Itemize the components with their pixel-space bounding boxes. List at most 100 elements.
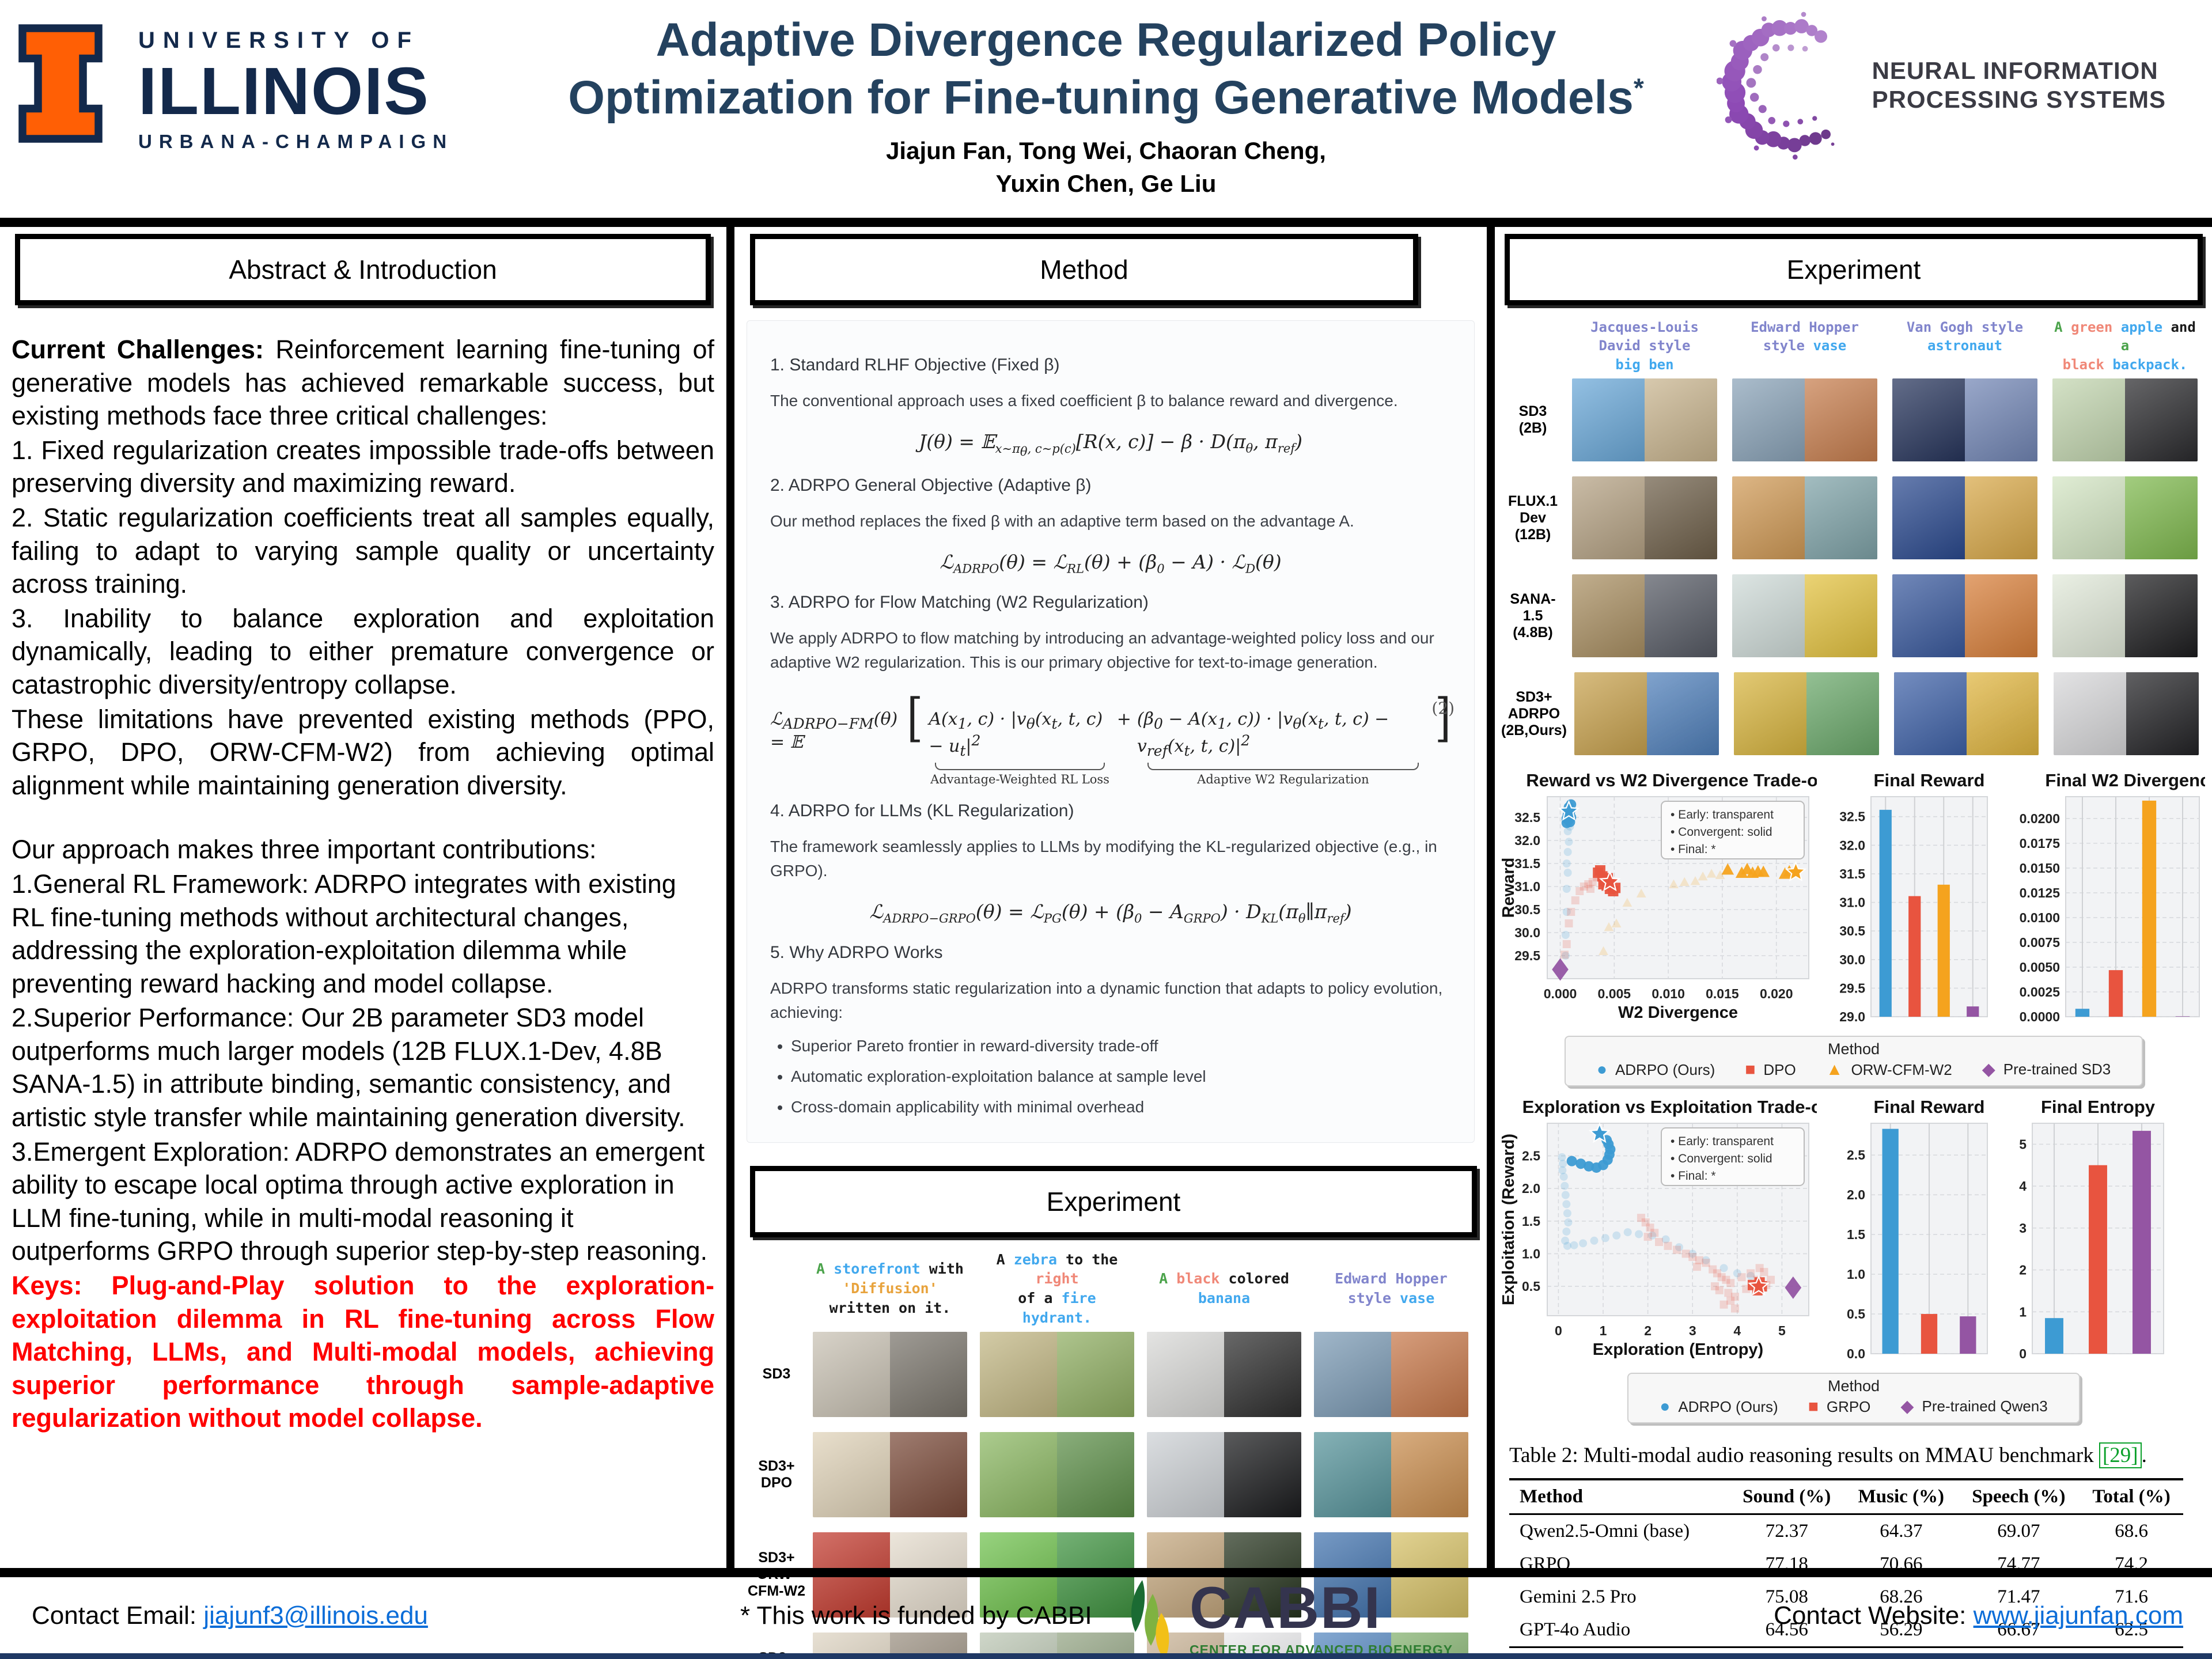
generated-image: [1057, 1431, 1134, 1517]
svg-text:0.0150: 0.0150: [2020, 861, 2060, 876]
abstract-challenges: Current Challenges: Reinforcement learni…: [12, 335, 714, 431]
citation-link[interactable]: [29]: [2099, 1442, 2142, 1469]
legend-title: Method: [1827, 1377, 1880, 1395]
svg-text:5: 5: [1778, 1323, 1786, 1338]
circle-marker-icon: ●: [1660, 1397, 1671, 1416]
contact-email: Contact Email: jiajunf3@illinois.edu: [32, 1601, 428, 1630]
svg-text:0.015: 0.015: [1706, 986, 1739, 1001]
grid-row: FLUX.1 Dev (12B): [1501, 472, 2206, 564]
svg-text:2: 2: [2019, 1263, 2027, 1278]
header-divider: [0, 218, 2212, 227]
generated-image-pair: [813, 1331, 967, 1417]
figure-1-legend: Method ● ADRPO (Ours) ■ DPO ▲ ORW-CFM-W2 ◆ Pre-t…: [1501, 1036, 2206, 1087]
svg-text:29.0: 29.0: [1839, 1009, 1865, 1024]
generated-image-pair: [1893, 672, 2039, 756]
svg-text:Final Reward: Final Reward: [1874, 1097, 1985, 1117]
svg-text:30.5: 30.5: [1839, 923, 1865, 938]
method-s5-title: 5. Why ADRPO Works: [770, 942, 943, 962]
svg-text:0.0200: 0.0200: [2020, 811, 2060, 826]
svg-text:0.5: 0.5: [1847, 1306, 1865, 1321]
method-bullet-3: Cross-domain applicability with minimal …: [791, 1092, 1451, 1122]
prompt-text: A black colored banana: [1159, 1270, 1289, 1307]
table-header: Method: [1520, 1486, 1583, 1508]
table-row: Gemini 2.5 Pro 75.08 68.26 71.47 71.6: [1520, 1586, 2148, 1608]
experiment-mid-section-title: Experiment: [750, 1165, 1477, 1237]
square-marker-icon: ■: [1808, 1397, 1819, 1416]
svg-text:Final Reward: Final Reward: [1874, 770, 1985, 790]
svg-text:32.0: 32.0: [1839, 838, 1865, 853]
table-caption: Table 2: Multi-modal audio reasoning res…: [1509, 1442, 2147, 1469]
title-block: Adaptive Divergence Regularized Policy O…: [518, 12, 1694, 200]
prompt-text: A zebra to the right of a fire hydrant.: [996, 1251, 1118, 1326]
model-row-label: FLUX.1 Dev (12B): [1508, 493, 1558, 543]
svg-text:• Convergent: solid: • Convergent: solid: [1671, 825, 1772, 839]
abstract-item-1: 1. Fixed regularization creates impossib…: [12, 435, 714, 498]
svg-text:0.0000: 0.0000: [2020, 1009, 2060, 1024]
underbrace-2: [1147, 763, 1419, 771]
generated-image: [1147, 1431, 1224, 1517]
svg-text:W2 Divergence: W2 Divergence: [1618, 1003, 1738, 1022]
abstract-item-3: 3. Inability to balance exploration and …: [12, 603, 714, 699]
generated-image: [1572, 476, 1645, 560]
generated-image: [2052, 476, 2125, 560]
svg-text:1: 1: [2019, 1304, 2027, 1319]
generated-image: [2052, 574, 2125, 658]
svg-text:• Convergent: solid: • Convergent: solid: [1671, 1152, 1772, 1165]
method-s4-title: 4. ADRPO for LLMs (KL Regularization): [770, 801, 1074, 821]
uiuc-line2: ILLINOIS: [138, 54, 430, 128]
legend-item: ■ DPO: [1745, 1060, 1796, 1080]
generated-image-pair: [1734, 672, 1879, 756]
model-row-label: SD3 (2B): [1518, 403, 1547, 437]
svg-text:Exploration (Entropy): Exploration (Entropy): [1593, 1340, 1763, 1359]
final-reward-bar-2: 0.0 0.5 1.0 1.5 2.0 2.5 Final Reward: [1821, 1096, 1993, 1369]
generated-image-pair: [1147, 1331, 1301, 1417]
bottom-accent-bar: [0, 1653, 2212, 1659]
cabbi-wordmark: CABBI: [1190, 1575, 1381, 1641]
generated-image: [1893, 672, 1967, 756]
grid-row: SD3 (2B): [1501, 374, 2206, 466]
equation-adrpo-fm: ℒADRPO−FM(θ) = 𝔼 [ A(x1, c) · |vθ(xt, t,…: [770, 687, 1455, 787]
model-row-label: SD3+ DPO: [758, 1457, 795, 1491]
table-row: GPT-4o Audio 64.56 56.29 66.67 62.5: [1520, 1619, 2148, 1641]
underbrace-label-1: Advantage-Weighted RL Loss: [930, 772, 1109, 787]
grid-row: SD3: [747, 1328, 1480, 1421]
neurips-wordmark: NEURAL INFORMATION PROCESSING SYSTEMS: [1872, 56, 2166, 113]
model-row-label: SD3+ ADRPO (2B,Ours): [1501, 689, 1567, 738]
generated-image-pair: [1572, 574, 1717, 658]
equation-rlhf: J(θ) = 𝔼x∼πθ, c∼p(c)[R(x, c)] − β · D(πθ…: [919, 430, 1302, 459]
svg-text:3: 3: [1689, 1323, 1696, 1338]
method-panel: 1. Standard RLHF Objective (Fixed β) The…: [747, 320, 1475, 1143]
method-s2-text: Our method replaces the fixed β with an …: [770, 512, 1354, 530]
generated-image: [1314, 1331, 1391, 1417]
svg-text:Reward vs W2 Divergence Trade-: Reward vs W2 Divergence Trade-off: [1526, 770, 1817, 790]
cabbi-leaf-icon: [1131, 1580, 1169, 1659]
generated-image: [1645, 378, 1717, 462]
svg-text:Final Entropy: Final Entropy: [2041, 1097, 2156, 1117]
legend-item: ● ADRPO (Ours): [1596, 1060, 1715, 1080]
generated-image: [1224, 1431, 1301, 1517]
generated-image-pair: [1314, 1331, 1468, 1417]
generated-image: [1314, 1431, 1391, 1517]
reward-w2-scatter: 0.000 0.005 0.010 0.015 0.020 29.5 30.0 30.5 31.…: [1499, 769, 1830, 1032]
method-s3-title: 3. ADRPO for Flow Matching (W2 Regulariz…: [770, 593, 1149, 612]
model-row-label: SD3: [762, 1366, 791, 1382]
abstract-contribution-2: 2.Superior Performance: Our 2B parameter…: [12, 1003, 685, 1132]
website-link[interactable]: www.jiajunfan.com: [1973, 1601, 2183, 1630]
equation-adrpo: ℒADRPO(θ) = ℒRL(θ) + (β0 − A) · ℒD(θ): [940, 550, 1282, 576]
svg-text:1.5: 1.5: [1522, 1214, 1540, 1229]
abstract-limitations: These limitations have prevented existin…: [12, 704, 714, 800]
neurips-swirl-icon: [1716, 12, 1835, 160]
svg-text:0: 0: [2019, 1346, 2027, 1361]
legend-item: ▲ ORW-CFM-W2: [1825, 1060, 1952, 1080]
prompt-text: Edward Hopper style vase: [1751, 319, 1859, 354]
generated-image-pair: [980, 1331, 1134, 1417]
svg-text:2.0: 2.0: [1522, 1181, 1540, 1196]
experiment-right-section-title: Experiment: [1505, 234, 2203, 305]
generated-image-pair: [1892, 574, 2037, 658]
svg-text:0.000: 0.000: [1544, 986, 1577, 1001]
abstract-contribution-3: 3.Emergent Exploration: ADRPO demonstrat…: [12, 1137, 708, 1266]
model-row-label: SANA-1.5 (4.8B): [1510, 591, 1556, 641]
footer-divider: [0, 1568, 2212, 1577]
email-link[interactable]: jiajunf3@illinois.edu: [203, 1601, 428, 1630]
generated-image-pair: [980, 1431, 1134, 1517]
